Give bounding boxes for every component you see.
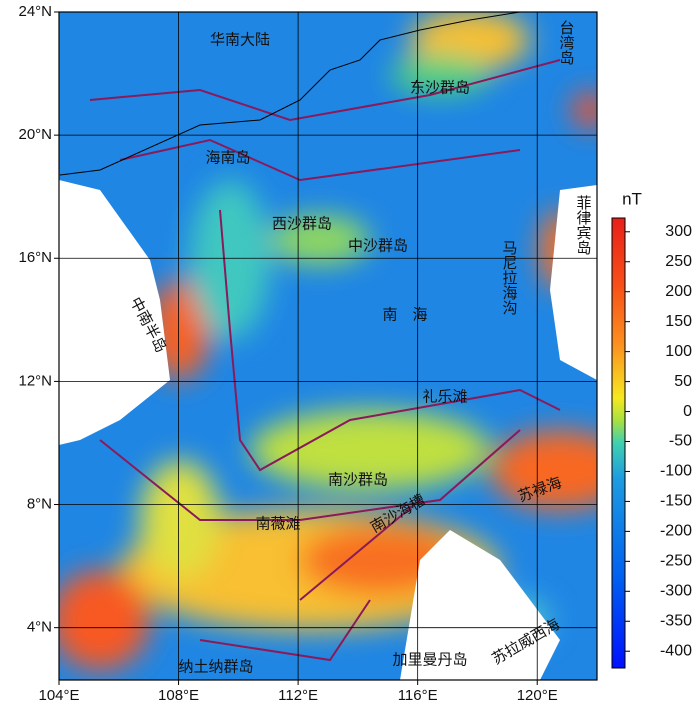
y-tick-label: 24°N bbox=[18, 3, 52, 20]
x-tick-label: 116°E bbox=[398, 687, 438, 704]
colorbar-tick-label: -50 bbox=[669, 433, 692, 450]
colorbar-tick-label: 300 bbox=[665, 223, 692, 240]
x-tick-label: 104°E bbox=[38, 687, 79, 704]
x-tick-label: 108°E bbox=[158, 687, 199, 704]
place-label: 华南大陆 bbox=[210, 31, 270, 49]
place-label: 西沙群岛 bbox=[272, 215, 332, 233]
colorbar-tick-label: -100 bbox=[660, 463, 692, 480]
colorbar-tick-label: -350 bbox=[660, 612, 692, 629]
colorbar-label: nT bbox=[622, 189, 642, 208]
colorbar-tick-label: 50 bbox=[674, 373, 692, 390]
colorbar-tick-label: 200 bbox=[665, 283, 692, 300]
colorbar bbox=[611, 217, 626, 669]
place-label: 菲律宾岛 bbox=[575, 195, 593, 255]
y-tick-label: 4°N bbox=[27, 619, 52, 636]
colorbar-tick-label: 0 bbox=[683, 403, 692, 420]
place-label: 加里曼丹岛 bbox=[392, 651, 467, 669]
place-label: 东沙群岛 bbox=[410, 79, 470, 97]
colorbar-tick-label: 100 bbox=[665, 343, 692, 360]
x-tick-label: 112°E bbox=[278, 687, 318, 704]
place-label: 纳土纳群岛 bbox=[178, 658, 253, 676]
anomaly-field bbox=[59, 12, 597, 680]
colorbar-tick-label: -300 bbox=[660, 583, 692, 600]
y-tick-label: 12°N bbox=[18, 372, 52, 389]
place-label: 礼乐滩 bbox=[422, 388, 467, 406]
place-label: 台湾岛 bbox=[558, 20, 576, 65]
colorbar-tick-label: -150 bbox=[660, 493, 692, 510]
y-tick-label: 16°N bbox=[18, 249, 52, 266]
place-label: 南薇滩 bbox=[255, 515, 300, 533]
colorbar-tick-label: -400 bbox=[660, 642, 692, 659]
y-tick-label: 20°N bbox=[18, 126, 52, 143]
x-tick-label: 120°E bbox=[517, 687, 558, 704]
y-tick-label: 8°N bbox=[27, 496, 52, 513]
colorbar-tick-label: 250 bbox=[665, 253, 692, 270]
place-label: 马尼拉海沟 bbox=[501, 240, 519, 316]
colorbar-tick-label: -200 bbox=[660, 523, 692, 540]
colorbar-tick-label: 150 bbox=[665, 313, 692, 330]
place-label: 海南岛 bbox=[205, 149, 250, 167]
place-label: 南沙群岛 bbox=[328, 471, 388, 489]
place-label: 南 海 bbox=[382, 306, 427, 324]
place-label: 中沙群岛 bbox=[348, 237, 408, 255]
colorbar-tick-label: -250 bbox=[660, 553, 692, 570]
map-frame bbox=[58, 11, 598, 681]
